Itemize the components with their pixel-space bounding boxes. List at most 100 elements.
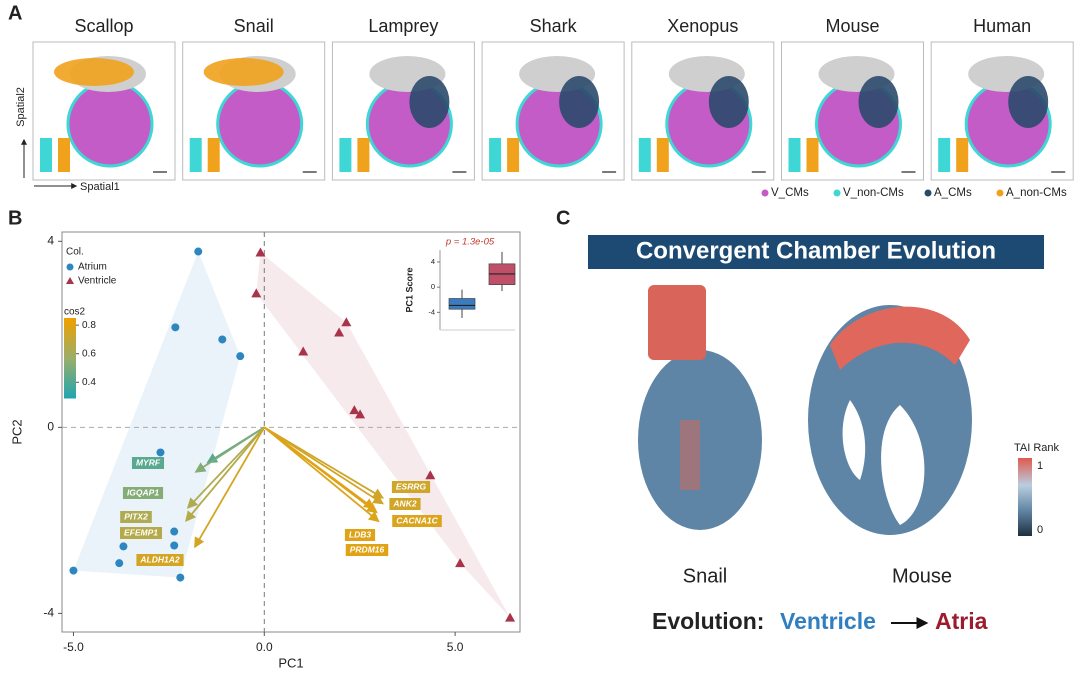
point xyxy=(119,542,128,551)
point xyxy=(171,323,180,332)
colorbar xyxy=(1018,458,1032,536)
tissue-atrium xyxy=(409,76,450,128)
gene-label: EFEMP1 xyxy=(124,527,158,537)
point xyxy=(176,573,185,582)
species-title: Scallop xyxy=(74,16,133,36)
gene-label-box xyxy=(391,481,431,493)
point xyxy=(455,558,466,568)
colorbar-cell xyxy=(64,394,76,397)
point xyxy=(236,352,245,361)
point xyxy=(170,527,179,536)
colorbar-cell xyxy=(64,342,76,345)
composition-bar xyxy=(189,138,202,172)
gene-label: ESRRG xyxy=(396,481,427,491)
colorbar-tick-label: 0.8 xyxy=(82,320,96,331)
colorbar-title: cos2 xyxy=(64,307,86,318)
loading-arrow xyxy=(263,426,380,523)
gene-label-box xyxy=(345,544,389,556)
colorbar-cell xyxy=(64,374,76,377)
x-tick-label: 5.0 xyxy=(447,640,464,654)
colorbar-cell xyxy=(64,356,76,359)
point xyxy=(298,346,309,356)
point xyxy=(255,247,266,257)
colorbar-title: TAI Rank xyxy=(1014,442,1060,454)
legend-swatch xyxy=(996,189,1004,197)
loading-arrow xyxy=(194,426,265,473)
panel-b: -5.0 0.0 5.0 -4 0 4 PC1 PC2 MYRF IGQAP1 PITX2 EFEMP… xyxy=(9,231,521,670)
composition-bar xyxy=(207,138,220,172)
y-tick-label: 4 xyxy=(47,233,54,247)
legend-label: A_CMs xyxy=(934,187,972,199)
gene-label-box xyxy=(119,527,163,539)
colorbar-cell xyxy=(64,328,76,331)
composition-bar xyxy=(339,138,352,172)
inset-annotation: p = 1.3e-05 xyxy=(445,237,495,248)
inset-y-tick-label: 4 xyxy=(431,257,435,266)
colorbar-cell xyxy=(64,384,76,387)
colorbar-cell xyxy=(64,386,76,389)
point xyxy=(156,448,165,457)
colorbar-cell xyxy=(64,370,76,373)
colorbar-cell xyxy=(64,378,76,381)
point xyxy=(251,288,262,298)
colorbar-tick-label: 0.4 xyxy=(82,377,96,388)
legend-label: V_CMs xyxy=(771,187,809,199)
chamber-hole xyxy=(842,400,866,480)
x-tick-label: 0.0 xyxy=(256,640,273,654)
evolution-from: Ventricle xyxy=(780,608,876,634)
point xyxy=(170,541,179,550)
species-title: Mouse xyxy=(825,16,879,36)
composition-bar xyxy=(489,138,502,172)
evolution-to: Atria xyxy=(935,608,988,634)
inset-y-tick-label: -4 xyxy=(428,307,435,316)
legend-swatch xyxy=(66,263,74,271)
colorbar-cell xyxy=(64,390,76,393)
colorbar-cell xyxy=(64,380,76,383)
tissue-atrium xyxy=(203,58,284,86)
species-title: Human xyxy=(973,16,1031,36)
tissue-atrium xyxy=(54,58,134,86)
tissue-ventricle xyxy=(216,80,304,168)
gene-label-box xyxy=(136,554,184,566)
legend-title: Col. xyxy=(66,247,84,258)
atrium-shape xyxy=(830,306,970,370)
legend-swatch xyxy=(66,277,74,284)
gene-label-box xyxy=(389,498,421,510)
tissue-atrium xyxy=(858,76,899,128)
gene-label: PRDM16 xyxy=(350,544,385,554)
composition-bar xyxy=(58,138,70,172)
species-label: Mouse xyxy=(892,565,952,587)
colorbar-cell xyxy=(64,338,76,341)
point xyxy=(194,247,203,256)
loading-arrow xyxy=(263,426,385,505)
gene-label-box xyxy=(344,529,376,541)
tissue-atrium xyxy=(1008,76,1049,128)
colorbar-cell xyxy=(64,332,76,335)
gene-label-box xyxy=(392,515,442,527)
point xyxy=(425,470,436,480)
gene-label-box xyxy=(131,457,165,469)
colorbar-cell xyxy=(64,318,76,321)
colorbar-cell xyxy=(64,362,76,365)
box-body xyxy=(448,298,476,310)
composition-bar xyxy=(40,138,52,172)
legend-label: Atrium xyxy=(78,262,107,273)
legend-swatch xyxy=(924,189,932,197)
species-title: Lamprey xyxy=(368,16,438,36)
colorbar-cell xyxy=(64,360,76,363)
colorbar-cell xyxy=(64,396,76,399)
colorbar-cell xyxy=(64,346,76,349)
colorbar-cell xyxy=(64,382,76,385)
colorbar-cell xyxy=(64,330,76,333)
colorbar-cell xyxy=(64,336,76,339)
point xyxy=(334,327,345,337)
loading-arrow xyxy=(186,426,265,509)
colorbar-cell xyxy=(64,376,76,379)
tissue-atrium xyxy=(559,76,600,128)
colorbar-cell xyxy=(64,388,76,391)
gene-label: CACNA1C xyxy=(396,515,438,525)
composition-bar xyxy=(357,138,370,172)
composition-bar xyxy=(656,138,669,172)
species-label: Snail xyxy=(683,565,727,587)
